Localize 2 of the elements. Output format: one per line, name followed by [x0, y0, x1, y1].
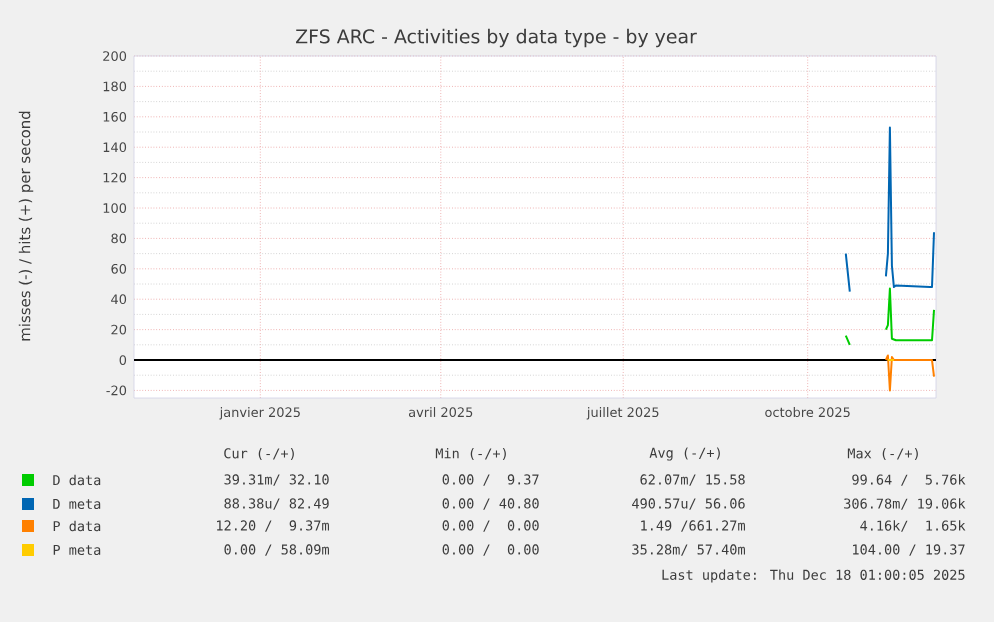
- chart-title: ZFS ARC - Activities by data type - by year: [296, 28, 697, 48]
- line-series: [884, 354, 936, 392]
